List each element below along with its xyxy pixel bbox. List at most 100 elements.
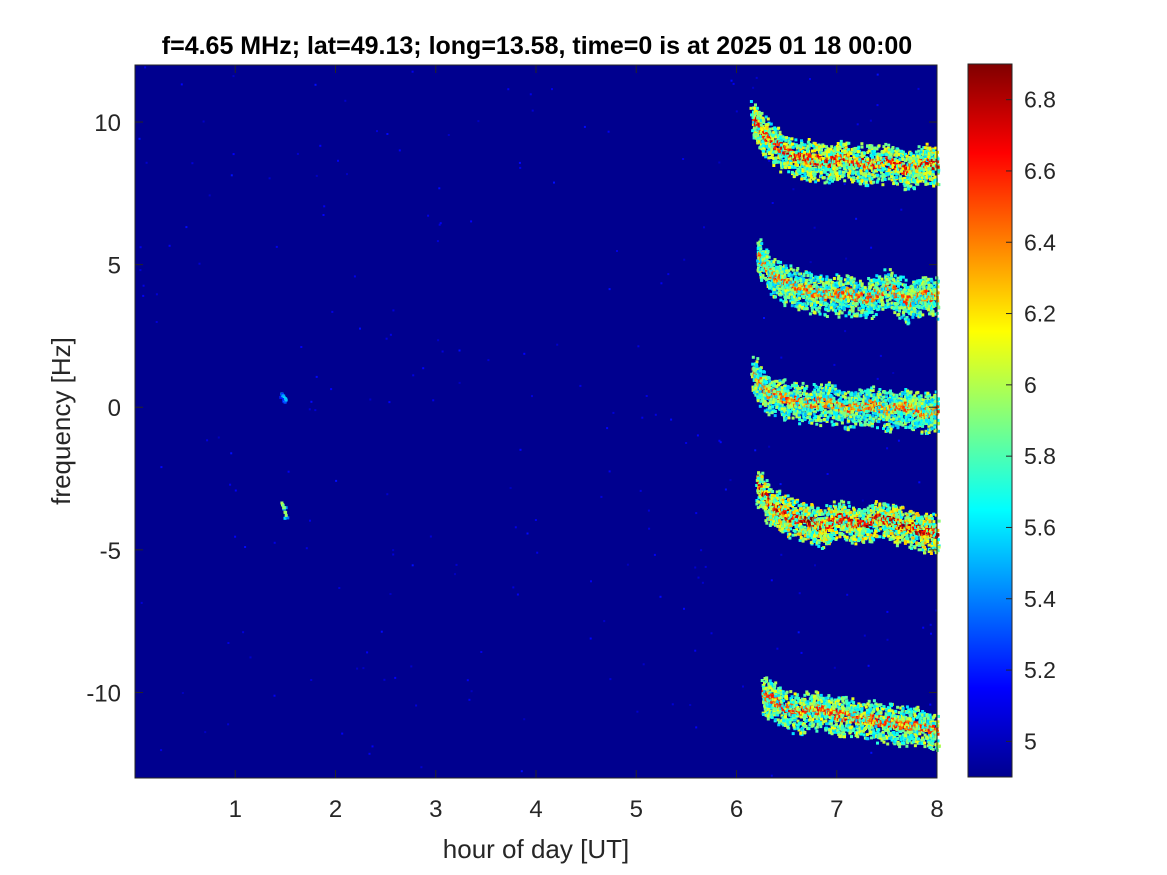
trace-halo	[758, 367, 762, 371]
trace-halo	[762, 370, 766, 374]
trace-halo	[751, 355, 755, 359]
trace-halo	[791, 280, 795, 284]
trace-halo	[873, 160, 877, 164]
trace-halo	[783, 301, 787, 305]
trace-halo	[929, 312, 933, 316]
trace-halo	[771, 267, 775, 271]
trace-halo	[758, 111, 761, 115]
trace-halo	[877, 177, 881, 181]
trace-halo	[786, 283, 789, 287]
trace-halo	[882, 145, 886, 149]
noise-speck	[897, 439, 900, 442]
trace-halo	[787, 407, 791, 411]
noise-speck	[437, 339, 440, 342]
trace-halo	[759, 384, 763, 388]
trace-halo	[772, 382, 776, 386]
trace-halo	[847, 165, 851, 169]
trace-point	[767, 395, 771, 399]
trace-halo	[772, 409, 776, 413]
noise-speck	[929, 623, 932, 626]
noise-speck	[670, 418, 673, 421]
trace-halo	[834, 312, 838, 316]
trace-halo	[872, 180, 876, 184]
trace-halo	[800, 400, 804, 404]
trace-halo	[912, 186, 916, 190]
noise-speck	[432, 399, 435, 402]
trace-halo	[751, 362, 755, 366]
trace-halo	[769, 386, 773, 390]
trace-halo	[787, 145, 790, 149]
trace-halo	[763, 382, 767, 386]
trace-halo	[918, 279, 922, 283]
trace-halo	[905, 316, 909, 319]
trace-halo	[883, 161, 886, 164]
trace-halo	[827, 281, 831, 285]
trace-halo	[784, 264, 788, 268]
trace-halo	[919, 166, 923, 170]
trace-halo	[863, 151, 866, 155]
noise-speck	[701, 581, 704, 584]
noise-speck	[813, 226, 816, 229]
trace-halo	[859, 314, 863, 317]
trace-halo	[764, 141, 768, 145]
trace-point	[778, 277, 781, 281]
trace-halo	[796, 276, 800, 280]
trace-halo	[793, 392, 797, 396]
trace-halo	[897, 284, 900, 288]
trace-halo	[901, 311, 905, 315]
trace-halo	[758, 404, 762, 408]
noise-speck	[917, 87, 920, 90]
trace-halo	[825, 302, 829, 306]
trace-halo	[798, 416, 801, 419]
trace-halo	[929, 170, 933, 174]
trace-halo	[846, 166, 849, 170]
trace-halo	[883, 178, 887, 181]
noise-speck	[507, 88, 510, 91]
trace-halo	[759, 374, 763, 377]
noise-speck	[846, 593, 849, 596]
trace-halo	[808, 312, 812, 316]
trace-halo	[808, 169, 812, 173]
trace-halo	[795, 269, 799, 272]
trace-halo	[902, 313, 906, 317]
trace-point	[835, 291, 839, 295]
trace-point	[814, 294, 818, 298]
trace-halo	[840, 311, 844, 315]
trace-2	[756, 238, 941, 326]
trace-halo	[902, 182, 906, 186]
trace-halo	[906, 176, 910, 180]
trace-halo	[863, 176, 867, 180]
trace-halo	[821, 288, 825, 291]
trace-halo	[813, 289, 817, 293]
trace-halo	[914, 288, 918, 291]
trace-point	[892, 161, 896, 165]
trace-halo	[873, 149, 877, 153]
trace-halo	[798, 296, 802, 300]
trace-halo	[793, 381, 797, 385]
trace-halo	[781, 380, 785, 384]
trace-halo	[850, 315, 854, 319]
trace-halo	[838, 302, 842, 306]
trace-halo	[805, 394, 809, 398]
trace-halo	[784, 298, 787, 302]
trace-halo	[889, 154, 893, 158]
trace-halo	[850, 163, 854, 167]
trace-halo	[885, 167, 889, 171]
trace-halo	[835, 273, 839, 277]
trace-halo	[912, 172, 916, 176]
trace-halo	[773, 126, 777, 130]
trace-point	[806, 288, 810, 291]
trace-halo	[812, 170, 816, 174]
noise-speck	[234, 535, 237, 538]
trace-halo	[806, 396, 810, 400]
noise-speck	[900, 208, 903, 211]
trace-halo	[787, 286, 791, 290]
trace-halo	[895, 172, 899, 176]
trace-halo	[772, 150, 776, 154]
trace-halo	[806, 274, 810, 278]
trace-halo	[802, 415, 806, 419]
trace-halo	[766, 250, 770, 253]
trace-halo	[844, 300, 848, 304]
noise-speck	[392, 553, 395, 556]
noise-speck	[244, 546, 247, 548]
